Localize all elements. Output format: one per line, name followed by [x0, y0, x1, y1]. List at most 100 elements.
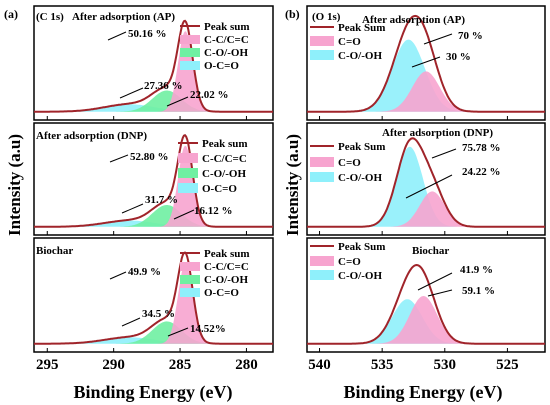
annotation-oco-percent: 22.02 % — [190, 89, 229, 101]
legend-label: O-C=O — [204, 60, 239, 72]
annotation-co-oh-percent: 75.78 % — [462, 142, 501, 154]
legend-label: O-C=O — [204, 287, 239, 299]
annotation-arrow — [121, 203, 144, 214]
legend-label: C-O/-OH — [338, 172, 382, 184]
legend-swatch-cc — [178, 153, 198, 163]
annotation-c-o-percent: 41.9 % — [460, 264, 493, 276]
panel-a: (a) Intensity (a.u) Binding Energy (eV) … — [4, 5, 274, 403]
legend-swatch-co-oh — [310, 50, 334, 60]
legend-swatch-oco — [178, 183, 198, 193]
annotation-arrow — [411, 56, 441, 68]
component-peak-c-o — [307, 191, 545, 227]
component-peak-c-o-oh — [34, 205, 273, 227]
spectrum-plot-area — [34, 133, 273, 235]
panel-b-x-axis-label: Binding Energy (eV) — [343, 382, 502, 403]
legend-label: C-O/-OH — [202, 168, 246, 180]
legend-swatch-c-o — [310, 36, 334, 46]
legend: Peak Sum C=O C-O/-OH — [310, 22, 385, 62]
subplot-title: After adsorption (DNP) — [36, 130, 147, 142]
legend: Peak sum C-C/C=C C-O/-OH O-C=O — [178, 138, 248, 195]
legend-swatch-oco — [180, 288, 200, 297]
legend-label: C-O/-OH — [204, 47, 248, 59]
legend-label: Peak Sum — [338, 141, 385, 153]
legend-swatch-co — [178, 168, 198, 178]
annotation-cc-percent: 49.9 % — [128, 266, 161, 278]
legend-label: O-C=O — [202, 183, 237, 195]
annotation-c-o-percent: 30 % — [446, 51, 471, 63]
component-peak-c-o — [307, 71, 545, 112]
panel-a-x-axis-label: Binding Energy (eV) — [73, 382, 232, 403]
legend: Peak sum C-C/C=C C-O/-OH O-C=O — [180, 248, 250, 299]
x-tick-label: 525 — [496, 357, 519, 373]
annotation-arrow — [173, 209, 195, 220]
component-peak-c-o-oh — [34, 321, 273, 344]
peak-sum-curve — [307, 14, 545, 113]
panel-b-label: (b) — [285, 7, 300, 21]
peak-sum-curve — [34, 19, 273, 113]
legend-label: C-C/C=C — [204, 261, 249, 273]
peak-sum-curve — [307, 137, 545, 228]
annotation-cc-percent: 52.80 % — [130, 151, 169, 163]
panel-a-label: (a) — [4, 7, 18, 21]
component-peak-c-o — [307, 296, 545, 344]
legend-label: C-O/-OH — [338, 270, 382, 282]
annotation-arrow — [109, 271, 127, 280]
peak-sum-curve — [34, 133, 273, 228]
legend-swatch-oco — [180, 61, 200, 70]
legend: Peak Sum C=O C-O/-OH — [310, 241, 385, 282]
legend-label: Peak sum — [204, 21, 250, 33]
legend-swatch-co-oh — [310, 172, 334, 182]
component-peak-c-o-oh — [34, 90, 273, 112]
annotation-oco-percent: 14.52% — [190, 323, 226, 335]
annotation-co-oh-percent: 70 % — [458, 30, 483, 42]
annotation-arrow — [405, 174, 453, 199]
annotation-cc-percent: 50.16 % — [128, 28, 167, 40]
annotation-arrow — [167, 327, 189, 337]
subplot-title: After adsorption (AP) — [72, 11, 175, 23]
legend-label: C-C/C=C — [202, 153, 247, 165]
annotation-arrow — [109, 154, 129, 163]
annotation-arrow — [107, 31, 127, 41]
panel-b-y-axis-label: Intensity (a.u) — [283, 134, 302, 236]
legend-label: C=O — [338, 36, 361, 48]
subplot-title: After adsorption (AP) — [362, 14, 465, 26]
legend-label: Peak Sum — [338, 241, 385, 253]
spectrum-plot-area — [34, 251, 273, 352]
x-tick-label: 535 — [371, 357, 394, 373]
legend-swatch-cc — [180, 262, 200, 271]
peak-sum-curve — [307, 263, 545, 345]
legend-label: C-C/C=C — [204, 34, 249, 46]
subplot-b-ap: (O 1s) After adsorption (AP) 70 % 30 % P… — [306, 5, 546, 121]
annotation-arrow — [427, 289, 453, 297]
spectrum-plot-area — [307, 14, 545, 120]
legend-swatch-cc — [180, 35, 200, 44]
legend-label: Peak sum — [204, 248, 250, 260]
legend-swatch-co — [180, 275, 200, 284]
x-tick-label: 540 — [308, 357, 331, 373]
legend-label: Peak sum — [202, 138, 248, 150]
panel-a-y-axis-label: Intensity (a.u) — [5, 134, 24, 236]
subplot-title: Biochar — [36, 245, 73, 257]
panel-b: (b) Intensity (a.u) Binding Energy (eV) … — [283, 5, 546, 403]
legend-swatch-co-oh — [310, 270, 334, 280]
legend-label: C-O/-OH — [338, 50, 382, 62]
legend-label: C=O — [338, 157, 361, 169]
subplot-b-biochar: Biochar 41.9 % 59.1 % Peak Sum C=O C-O/-… — [306, 237, 546, 353]
spectrum-plot-area — [34, 19, 273, 120]
legend-label: Peak Sum — [338, 22, 385, 34]
panel-b-x-axis: 525 530 535 540 — [308, 357, 518, 373]
subplot-title: After adsorption (DNP) — [382, 127, 493, 139]
annotation-arrow — [119, 87, 144, 99]
annotation-co-percent: 31.7 % — [145, 194, 178, 206]
annotation-co-percent: 34.5 % — [142, 308, 175, 320]
subplot-a-biochar: Biochar 49.9 % 34.5 % 14.52% Peak sum C-… — [33, 237, 274, 353]
peak-sum-curve — [34, 251, 273, 345]
legend-label: C-O/-OH — [204, 274, 248, 286]
x-tick-label: 295 — [36, 357, 59, 373]
legend-swatch-c-o — [310, 157, 334, 167]
annotation-c-o-percent: 24.22 % — [462, 166, 501, 178]
legend: Peak Sum C=O C-O/-OH — [310, 141, 385, 184]
annotation-co-oh-percent: 59.1 % — [462, 285, 495, 297]
annotation-arrow — [417, 272, 453, 291]
